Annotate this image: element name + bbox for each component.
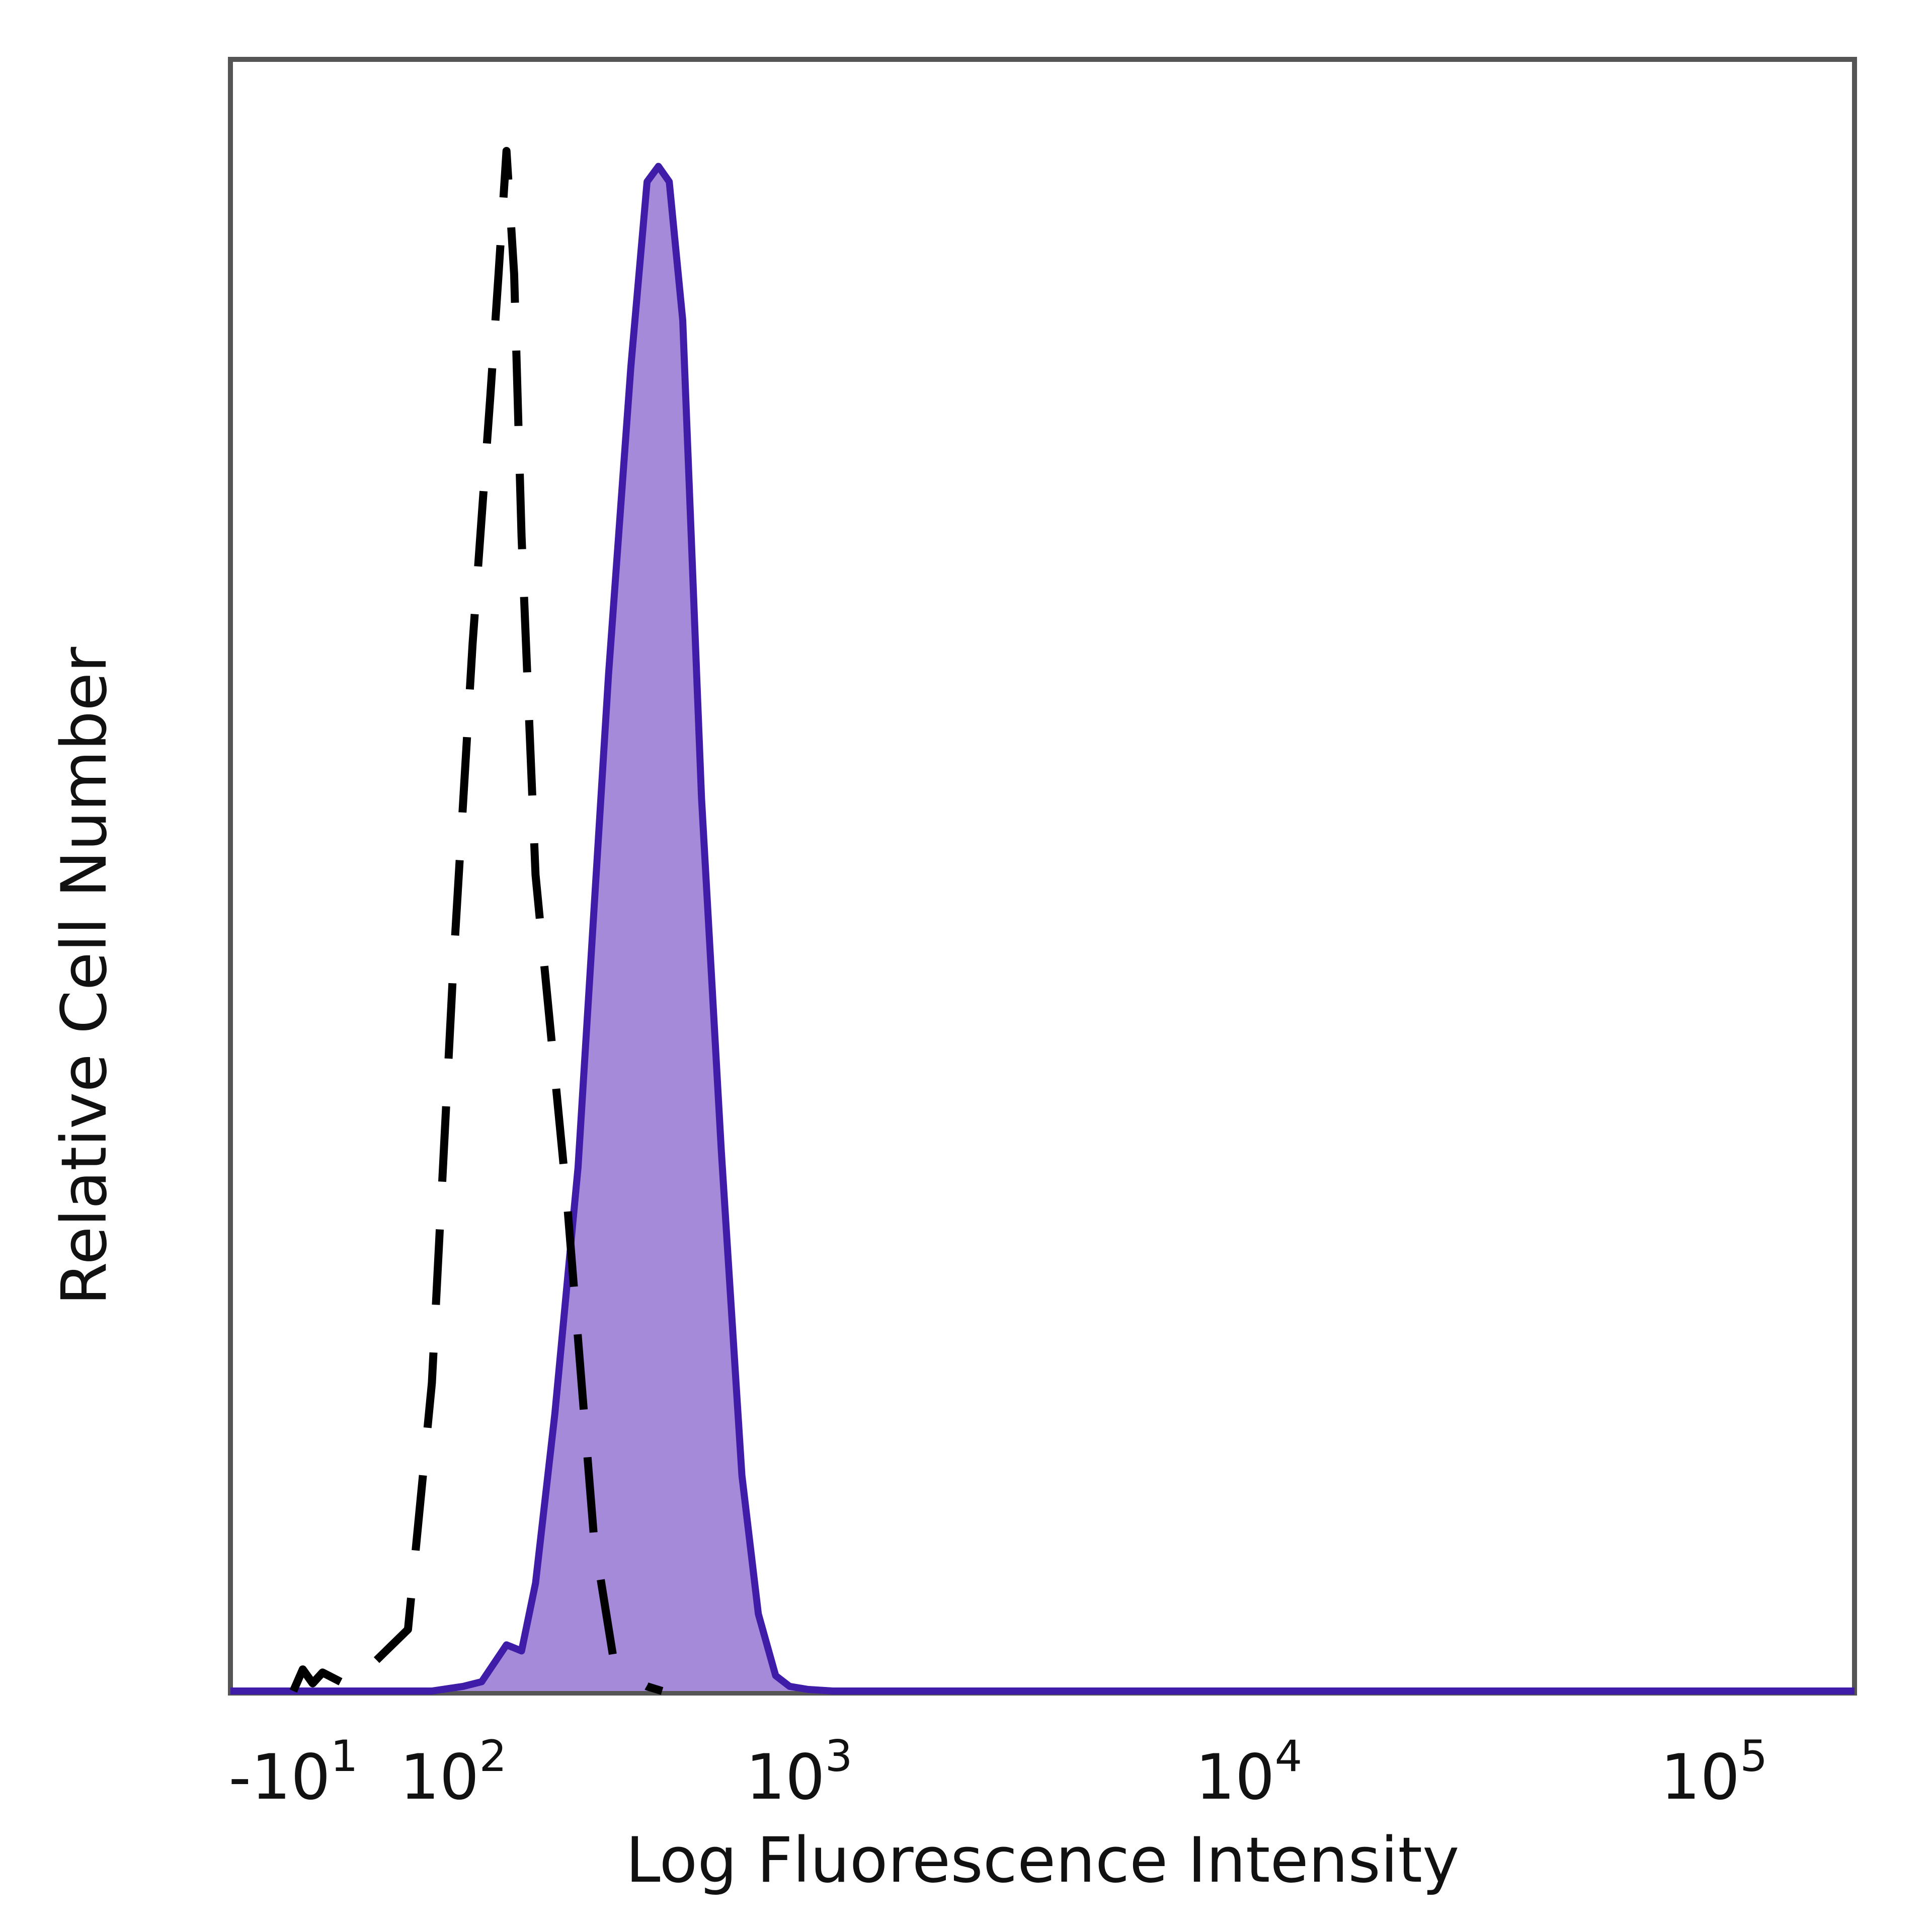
series-layer: [230, 147, 1855, 1695]
sample-histogram-line: [230, 163, 1855, 1695]
x-tick-label-2: 103: [746, 1731, 853, 1814]
x-tick-label-0: -101: [228, 1731, 358, 1814]
x-axis-label: Log Fluorescence Intensity: [626, 1824, 1460, 1897]
x-tick-labels: -101 102 103 104 105: [228, 1731, 1767, 1814]
y-axis-label: Relative Cell Number: [48, 647, 121, 1306]
x-tick-label-3: 104: [1195, 1731, 1303, 1814]
plot-frame: [228, 57, 1857, 1696]
x-tick-label-4: 105: [1661, 1731, 1768, 1814]
sample-histogram-fill: [230, 166, 1855, 1691]
x-tick-label-1: 102: [400, 1731, 507, 1814]
control-histogram-dashed-line: [289, 147, 664, 1695]
